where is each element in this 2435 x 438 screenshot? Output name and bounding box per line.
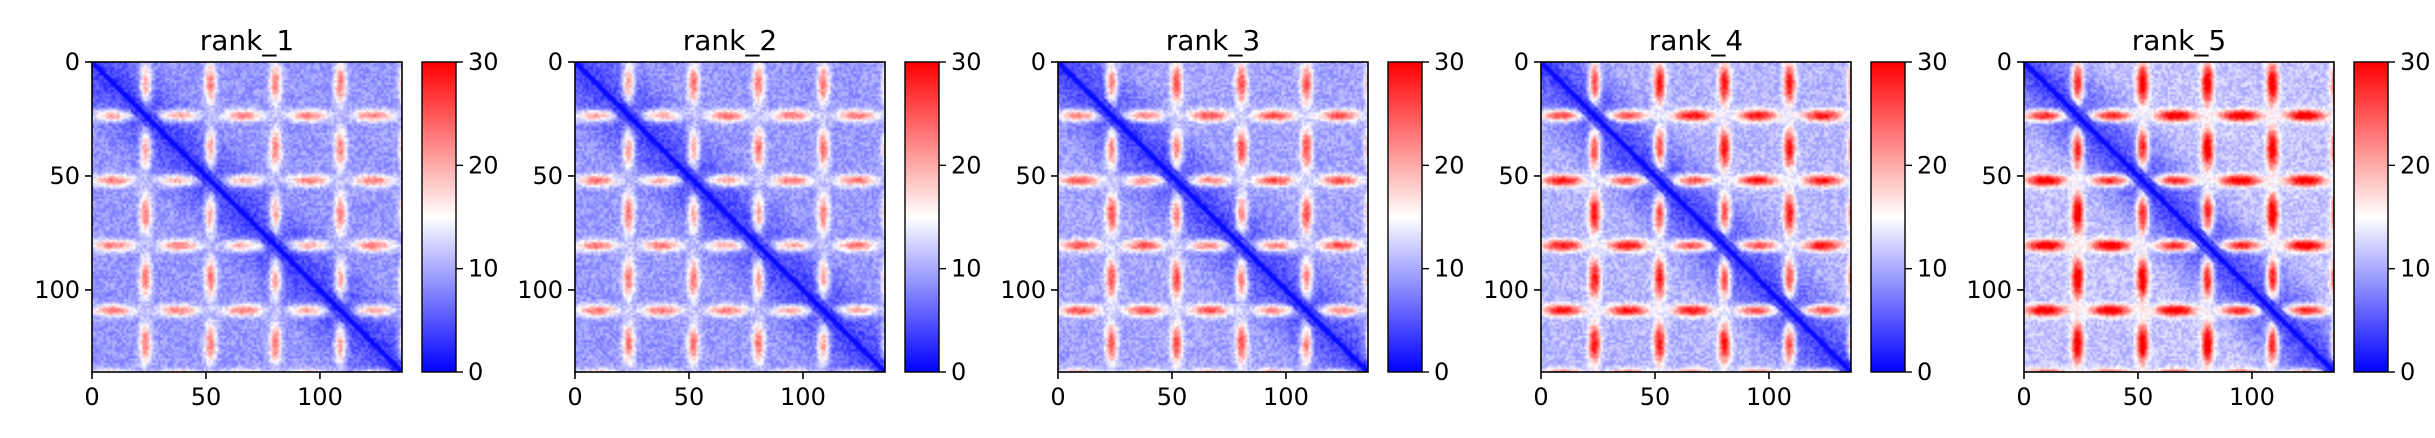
panel-title: rank_3 <box>1166 24 1260 57</box>
y-tick-label: 100 <box>1966 276 2012 304</box>
y-tick-label: 50 <box>1981 162 2012 190</box>
x-tick-label: 0 <box>84 383 99 411</box>
y-tick-label: 100 <box>34 276 80 304</box>
y-tick-label: 0 <box>1997 48 2012 76</box>
x-tick-label: 100 <box>780 383 826 411</box>
panel-1: rank_1 0 50 100 0 50 100 0 10 20 30 <box>34 24 498 411</box>
colorbar <box>2354 62 2388 372</box>
colorbar <box>905 62 939 372</box>
y-tick-label: 50 <box>49 162 80 190</box>
colorbar-frame <box>1870 61 1906 373</box>
panel-title: rank_5 <box>2132 24 2226 57</box>
colorbar-tick-label: 30 <box>1917 48 1948 76</box>
y-tick-label: 0 <box>1514 48 1529 76</box>
x-tick-label: 50 <box>1157 383 1188 411</box>
axes-frame <box>1057 61 1369 373</box>
colorbar-tick-label: 30 <box>951 48 982 76</box>
axes-frame <box>574 61 886 373</box>
colorbar-frame <box>2353 61 2389 373</box>
panel-3: rank_3 0 50 100 0 50 100 0 10 20 30 <box>1000 24 1464 411</box>
colorbar-frame <box>421 61 457 373</box>
colorbar <box>1871 62 1905 372</box>
colorbar-tick-label: 20 <box>1434 151 1465 179</box>
colorbar-tick-label: 10 <box>1917 255 1948 283</box>
y-tick-label: 100 <box>1000 276 1046 304</box>
heatmap-image <box>2024 62 2334 372</box>
colorbar-tick-label: 20 <box>1917 151 1948 179</box>
colorbar-tick-label: 10 <box>1434 255 1465 283</box>
axes-frame <box>91 61 403 373</box>
colorbar-tick-label: 10 <box>951 255 982 283</box>
colorbar-tick-label: 30 <box>468 48 499 76</box>
colorbar-tick-label: 0 <box>2400 358 2415 386</box>
x-tick-label: 50 <box>674 383 705 411</box>
colorbar-tick-label: 0 <box>951 358 966 386</box>
y-tick-label: 100 <box>517 276 563 304</box>
x-tick-label: 100 <box>1746 383 1792 411</box>
colorbar-tick-label: 30 <box>2400 48 2431 76</box>
x-tick-label: 0 <box>1050 383 1065 411</box>
x-tick-label: 50 <box>1640 383 1671 411</box>
y-tick-label: 0 <box>548 48 563 76</box>
panel-title: rank_4 <box>1649 24 1743 57</box>
x-tick-label: 100 <box>1263 383 1309 411</box>
heatmap-image <box>1541 62 1851 372</box>
colorbar-tick-label: 30 <box>1434 48 1465 76</box>
axes-frame <box>2023 61 2335 373</box>
x-tick-label: 100 <box>2229 383 2275 411</box>
x-tick-label: 0 <box>2016 383 2031 411</box>
x-tick-label: 0 <box>1533 383 1548 411</box>
panel-title: rank_2 <box>683 24 777 57</box>
colorbar-tick-label: 0 <box>1917 358 1932 386</box>
x-tick-label: 100 <box>297 383 343 411</box>
colorbar-tick-label: 0 <box>468 358 483 386</box>
x-tick-label: 50 <box>191 383 222 411</box>
y-tick-label: 100 <box>1483 276 1529 304</box>
panel-5: rank_5 0 50 100 0 50 100 0 10 20 30 <box>1966 24 2430 411</box>
heatmap-image <box>1058 62 1368 372</box>
y-tick-label: 50 <box>1498 162 1529 190</box>
panel-title: rank_1 <box>200 24 294 57</box>
y-tick-label: 50 <box>1015 162 1046 190</box>
colorbar-tick-label: 10 <box>468 255 499 283</box>
colorbar-tick-label: 0 <box>1434 358 1449 386</box>
colorbar-frame <box>1387 61 1423 373</box>
colorbar-frame <box>904 61 940 373</box>
panel-4: rank_4 0 50 100 0 50 100 0 10 20 30 <box>1483 24 1947 411</box>
x-tick-label: 50 <box>2123 383 2154 411</box>
y-tick-label: 0 <box>1031 48 1046 76</box>
axes-frame <box>1540 61 1852 373</box>
colorbar-tick-label: 20 <box>468 151 499 179</box>
colorbar-tick-label: 20 <box>951 151 982 179</box>
x-tick-label: 0 <box>567 383 582 411</box>
colorbar <box>422 62 456 372</box>
colorbar <box>1388 62 1422 372</box>
y-tick-label: 0 <box>65 48 80 76</box>
colorbar-tick-label: 20 <box>2400 151 2431 179</box>
heatmap-image <box>575 62 885 372</box>
panel-2: rank_2 0 50 100 0 50 100 0 10 20 30 <box>517 24 981 411</box>
heatmap-image <box>92 62 402 372</box>
y-tick-label: 50 <box>532 162 563 190</box>
colorbar-tick-label: 10 <box>2400 255 2431 283</box>
